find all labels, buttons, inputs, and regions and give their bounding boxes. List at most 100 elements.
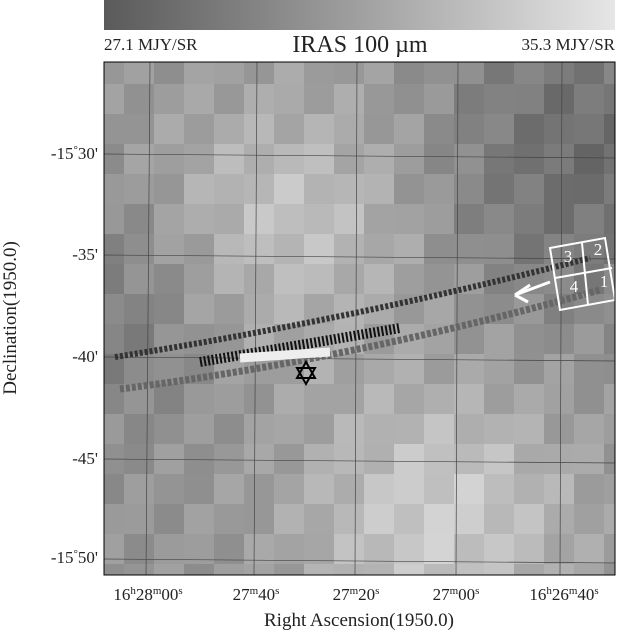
pixel <box>394 534 425 565</box>
pixel <box>244 144 275 175</box>
pixel <box>484 384 515 415</box>
pixel <box>154 114 185 145</box>
pixel <box>184 204 215 235</box>
pixel <box>574 204 605 235</box>
pixel <box>104 294 125 325</box>
pixel <box>484 234 515 265</box>
pixel <box>244 564 275 575</box>
pixel <box>124 294 155 325</box>
pixel <box>184 234 215 265</box>
pixel <box>604 504 615 535</box>
pixel <box>154 204 185 235</box>
pixel <box>334 444 365 475</box>
pixel <box>104 62 125 85</box>
pixel <box>424 354 455 385</box>
pixel <box>424 294 455 325</box>
pixel <box>424 474 455 505</box>
pixel <box>214 444 245 475</box>
colorbar <box>104 0 615 30</box>
pixel <box>274 264 305 295</box>
pixel <box>514 62 545 85</box>
pixel <box>574 534 605 565</box>
pixel <box>484 174 515 205</box>
pixel <box>484 62 515 85</box>
pixel <box>334 534 365 565</box>
pixel <box>184 84 215 115</box>
pixel <box>104 84 125 115</box>
pixel <box>604 444 615 475</box>
pixel <box>124 62 155 85</box>
pixel <box>454 534 485 565</box>
pixel <box>304 234 335 265</box>
pixel <box>544 62 575 85</box>
pixel <box>544 384 575 415</box>
pixel <box>334 144 365 175</box>
pixel <box>484 354 515 385</box>
pixel <box>394 234 425 265</box>
pixel <box>484 564 515 575</box>
pixel <box>514 414 545 445</box>
pixel <box>274 144 305 175</box>
pixel <box>454 114 485 145</box>
pixel <box>514 234 545 265</box>
pixel <box>604 534 615 565</box>
pixel <box>604 354 615 385</box>
y-tick-label: -40' <box>72 347 98 366</box>
pixel <box>424 62 455 85</box>
x-tick-label: 27m20s <box>333 585 380 604</box>
pixel <box>214 264 245 295</box>
box-label: 4 <box>570 277 579 296</box>
pixel <box>604 384 615 415</box>
pixel <box>304 534 335 565</box>
pixel <box>484 534 515 565</box>
pixel <box>184 174 215 205</box>
pixel <box>104 234 125 265</box>
pixel <box>394 62 425 85</box>
pixel <box>514 204 545 235</box>
pixel <box>214 234 245 265</box>
pixel <box>514 534 545 565</box>
pixel <box>214 564 245 575</box>
pixel <box>574 474 605 505</box>
pixel <box>364 62 395 85</box>
pixel <box>454 564 485 575</box>
pixel <box>124 204 155 235</box>
pixel <box>394 264 425 295</box>
pixel <box>334 294 365 325</box>
pixel <box>184 294 215 325</box>
pixel <box>334 114 365 145</box>
pixel <box>544 84 575 115</box>
y-tick-label: -15°30' <box>51 144 98 163</box>
pixel <box>394 84 425 115</box>
pixel <box>304 444 335 475</box>
x-tick-label: 27m00s <box>433 585 480 604</box>
pixel <box>544 324 575 355</box>
pixel <box>304 84 335 115</box>
x-tick-label: 27m40s <box>233 585 280 604</box>
pixel <box>604 564 615 575</box>
pixel <box>484 114 515 145</box>
pixel <box>454 474 485 505</box>
pixel <box>454 62 485 85</box>
pixel <box>244 474 275 505</box>
pixel <box>184 414 215 445</box>
pixel <box>184 384 215 415</box>
pixel <box>364 174 395 205</box>
pixel <box>544 414 575 445</box>
pixel <box>514 174 545 205</box>
pixel <box>574 504 605 535</box>
pixel <box>604 144 615 175</box>
pixel <box>154 504 185 535</box>
pixel <box>514 114 545 145</box>
pixel <box>394 384 425 415</box>
pixel <box>394 174 425 205</box>
pixel <box>154 234 185 265</box>
x-tick-label: 16h28m00s <box>113 585 182 604</box>
pixel <box>214 114 245 145</box>
pixel <box>214 204 245 235</box>
pixel <box>124 414 155 445</box>
pixel <box>334 84 365 115</box>
pixel <box>604 84 615 115</box>
pixel <box>154 414 185 445</box>
pixel <box>214 414 245 445</box>
